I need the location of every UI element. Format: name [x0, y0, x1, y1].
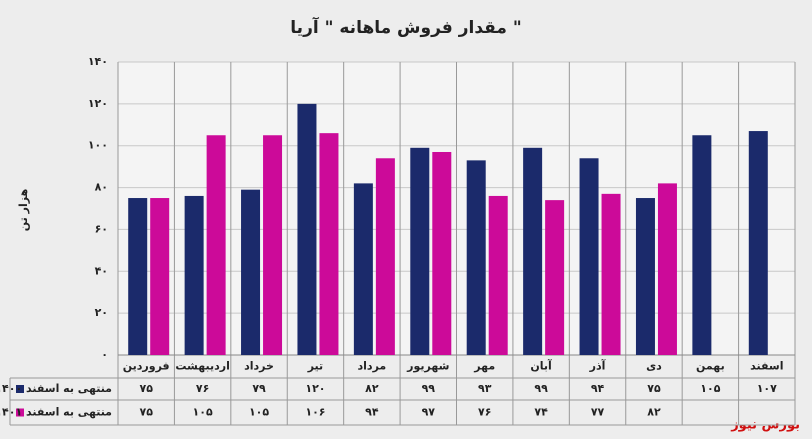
table-value: ۱۰۶ [305, 406, 325, 419]
table-value: ۷۵ [139, 406, 153, 419]
bar [375, 158, 395, 355]
table-value: ۹۴ [591, 382, 605, 395]
bar [692, 135, 712, 355]
bar [297, 103, 317, 355]
bar [353, 183, 373, 355]
table-value: ۷۴ [534, 406, 548, 419]
bar [128, 198, 148, 355]
table-value: ۸۲ [365, 382, 379, 395]
table-value: ۹۷ [422, 406, 436, 419]
legend-label: منتهی به اسفند ۱۴۰۱ [0, 406, 112, 419]
y-tick-label: ۶۰ [95, 222, 108, 235]
table-value: ۹۹ [422, 382, 436, 395]
table-value: ۹۹ [534, 382, 548, 395]
table-value: ۷۵ [647, 382, 661, 395]
x-tick-label: خرداد [244, 360, 274, 373]
table-value: ۱۲۰ [305, 382, 325, 395]
table-value: ۸۲ [647, 406, 661, 419]
bar [263, 135, 283, 355]
bar [206, 135, 226, 355]
y-axis-label: هزار تن [17, 189, 30, 231]
table-value: ۷۵ [139, 382, 153, 395]
legend-swatch [16, 385, 24, 393]
bar [241, 189, 261, 355]
x-tick-label: مرداد [358, 360, 387, 373]
bar [432, 151, 452, 355]
x-tick-label: آبان [530, 359, 552, 373]
y-tick-label: ۱۴۰ [88, 55, 108, 68]
bar [319, 133, 339, 355]
x-tick-label: شهریور [406, 360, 449, 373]
bar [748, 131, 768, 355]
bar [545, 200, 565, 355]
y-tick-label: ۴۰ [95, 264, 108, 277]
bar [523, 147, 543, 355]
x-tick-label: بهمن [696, 360, 725, 373]
x-tick-label: اردیبهشت [175, 360, 229, 373]
table-value: ۷۷ [591, 406, 605, 419]
x-tick-label: اسفند [750, 360, 783, 373]
x-tick-label: دی [646, 360, 662, 373]
y-tick-label: ۰ [101, 348, 108, 361]
bar [466, 160, 486, 355]
bar [635, 198, 655, 355]
table-value: ۱۰۵ [193, 406, 213, 419]
table-value: ۹۴ [365, 406, 379, 419]
x-tick-label: مهر [473, 360, 495, 373]
x-tick-label: تیر [307, 360, 323, 373]
bar [579, 158, 599, 355]
table-value: ۹۳ [478, 382, 492, 395]
table-value: ۷۶ [478, 406, 491, 419]
legend-label: منتهی به اسفند ۱۴۰۰ [0, 382, 112, 395]
bar [488, 195, 508, 355]
table-value: ۷۶ [196, 382, 209, 395]
y-tick-label: ۲۰ [95, 306, 108, 319]
y-tick-label: ۱۰۰ [88, 139, 108, 152]
table-value: ۱۰۷ [757, 382, 777, 395]
legend-swatch [16, 408, 24, 417]
bar [184, 195, 204, 355]
table-value: ۱۰۵ [249, 406, 269, 419]
bar [657, 183, 677, 355]
x-tick-label: فروردین [123, 360, 170, 373]
x-tick-label: آذر [589, 359, 606, 373]
bar [150, 198, 170, 355]
y-tick-label: ۸۰ [95, 181, 108, 194]
bar [601, 193, 621, 355]
y-tick-label: ۱۲۰ [88, 97, 108, 110]
chart-title: مقدار فروش ماهانه " آریا " [290, 16, 521, 38]
table-value: ۷۹ [252, 382, 266, 395]
bar [410, 147, 430, 355]
table-value: ۱۰۵ [700, 382, 720, 395]
